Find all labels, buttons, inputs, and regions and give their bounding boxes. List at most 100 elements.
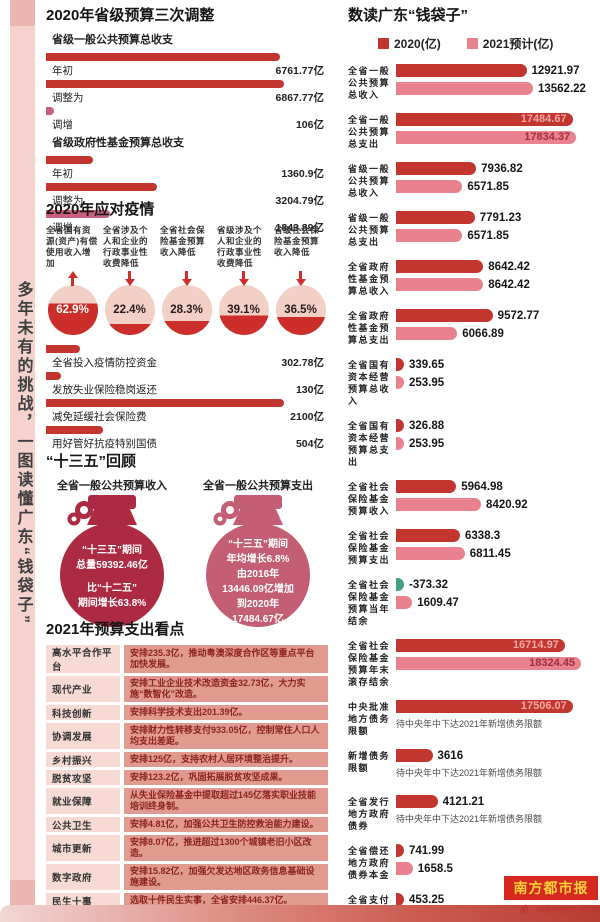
outlook-label: 脱贫攻坚: [46, 770, 120, 785]
bar-2020: [396, 480, 457, 493]
outlook-desc: 安排4.81亿，加强公共卫生防控救治能力建设。: [124, 817, 328, 832]
bar-2020: [396, 309, 493, 322]
readout-group: 全省政府性基金预算总收入 8642.42 8642.42: [348, 260, 598, 297]
readout-group-label: 全省社会保险基金预算当年结余: [348, 580, 391, 626]
readout-bar-row: 253.95: [396, 437, 598, 450]
bar-label: 调整为: [52, 92, 84, 104]
covid-circle-fill: [47, 285, 98, 335]
bar-2020: [396, 529, 461, 542]
bar-value-2021: 8642.42: [488, 278, 530, 291]
bar-value-2021: 1609.47: [417, 596, 459, 609]
readout-group-bars: 3616 待中央年中下达2021年新增债务限额: [395, 749, 598, 783]
bar-value-2020: 5964.98: [461, 480, 503, 493]
legend-swatch-2020: [378, 38, 389, 49]
bar-2021: 17834.37: [396, 131, 577, 144]
bar-value: 106亿: [295, 119, 324, 131]
readout-bar-row: 326.88: [396, 419, 598, 432]
bar-2021: [396, 862, 413, 875]
bar-label: 调整为: [52, 195, 84, 207]
bar-value-2020: 4121.21: [442, 795, 485, 808]
readout-group: 全省国有资本经营预算总支出 326.88 253.95: [348, 419, 598, 468]
chart-legend: 2020(亿) 2021预计(亿): [378, 35, 598, 52]
covid-circle-item: 省级社会保险基金预算收入降低 36.5%: [274, 225, 327, 335]
budget-bar-row: 全省投入疫情防控资金 302.78亿: [46, 345, 328, 369]
bar-2020: 17484.67: [396, 113, 573, 126]
budget-subtitle: 省级政府性基金预算总收支: [52, 137, 184, 149]
budget-bar-row: 用好管好抗疫特别国债 504亿: [46, 426, 328, 450]
bar-value-2020: 17506.07: [520, 700, 567, 712]
readout-group: 全省社会保险基金预算收入 5964.98 8420.92: [348, 480, 598, 517]
section-covid-response: 2020年应对疫情 全省国有资源(资产)有偿使用收入增加 62.9% 全省涉及个人和…: [46, 198, 328, 453]
bar-label: 发放失业保险稳岗返还: [52, 384, 157, 396]
budget-bar-row: 调整为 3204.79亿: [46, 183, 328, 207]
readout-bar-row: 17506.07: [396, 700, 598, 713]
covid-circle-label: 全省社会保险基金预算收入降低: [160, 225, 206, 257]
bar-2021: [396, 498, 482, 511]
outlook-desc: 安排财力性转移支付933.05亿，控制常住人口人均支出差距。: [124, 723, 328, 749]
bar-value-2020: 6338.3: [465, 529, 501, 542]
readout-bar-row: 4121.21: [396, 795, 598, 808]
bar-value-2020: 7791.23: [479, 211, 522, 224]
readout-group-label: 全省一般公共预算总支出: [348, 115, 391, 149]
money-bag-line: 期间增长63.8%: [77, 598, 147, 609]
brand-logo: 南方都市报 奥一网oeeee.com: [504, 876, 598, 916]
bar-2020: [396, 795, 438, 808]
legend-item: 2021预计(亿): [466, 35, 553, 52]
bar-value-2020: 12921.97: [531, 64, 580, 77]
readout-group-label: 全省政府性基金预算总支出: [348, 311, 391, 345]
side-title: 多年未有的挑战，一图读懂广东“钱袋子”: [14, 280, 32, 626]
readout-group: 省级一般公共预算总收入 7936.82 6571.85: [348, 162, 598, 199]
bar-value-2020: 3616: [437, 749, 464, 762]
bar-2020: [396, 64, 527, 77]
readout-bar-row: 12921.97: [396, 64, 598, 77]
bar-value-2021: 17834.37: [524, 131, 571, 143]
middle-column: 2020年省级预算三次调整 省级一般公共预算总收支 年初 6761.77亿 调整为 68…: [46, 0, 328, 922]
outlook-label: 公共卫生: [46, 817, 120, 832]
outlook-desc: 安排15.82亿，加强欠发达地区政务信息基础设施建设。: [124, 864, 328, 890]
readout-bar-row: 6811.45: [396, 547, 598, 560]
bar-value: 2100亿: [290, 411, 324, 423]
money-bag-shape: “十三五”期间 总量59392.46亿 比“十二五” 期间增长63.8%: [46, 495, 178, 627]
readout-group-label: 省级一般公共预算总收入: [348, 164, 391, 198]
readout-group-label: 全省政府性基金预算总收入: [348, 262, 391, 296]
bar-2020: [396, 419, 404, 432]
bar-2021: [396, 596, 413, 609]
bar-2021: [396, 82, 533, 95]
readout-group-bars: 5964.98 8420.92: [395, 480, 598, 517]
outlook-desc: 安排123.2亿，巩固拓展脱贫攻坚成果。: [124, 770, 328, 785]
money-bag-header: 全省一般公共预算收入: [57, 480, 167, 492]
down-arrow-icon: [124, 271, 135, 286]
section-title-readout: 数读广东“钱袋子”: [348, 7, 469, 24]
readout-bar-row: 1658.5: [396, 862, 598, 875]
money-bag-text: “十三五”期间 年均增长6.8% 由2016年 13446.09亿增加 到2020年 17…: [200, 537, 316, 627]
section-13th-fiveyear-review: “十三五”回顾 全省一般公共预算收入 “十三五”期间 总量59392.46亿 比“十二…: [46, 450, 328, 627]
bar-value: 6761.77亿: [275, 65, 324, 77]
readout-group: 中央批准地方债务限额 17506.07 待中央年中下达2021年新增债务限额: [348, 700, 598, 737]
readout-group: 省级一般公共预算总支出 7791.23 6571.85: [348, 211, 598, 248]
readout-group-label: 全省社会保险基金预算收入: [348, 482, 391, 516]
bar-value-2021: 1658.5: [417, 862, 453, 875]
budget-bar: [46, 53, 281, 61]
readout-bar-row: 8642.42: [396, 278, 598, 291]
bar-value-2021: 253.95: [409, 437, 445, 450]
percent-label: 39.1%: [227, 304, 260, 316]
readout-bar-row: 6338.3: [396, 529, 598, 542]
bar-value-2020: 8642.42: [488, 260, 530, 273]
outlook-label: 民生十事: [46, 893, 120, 908]
readout-group: 全省社会保险基金预算支出 6338.3 6811.45: [348, 529, 598, 566]
bar-value-2021: 6571.85: [467, 229, 509, 242]
readout-bar-row: 6571.85: [396, 180, 598, 193]
readout-bar-row: 1609.47: [396, 596, 598, 609]
deferred-note: 待中央年中下达2021年新增债务限额: [396, 768, 543, 778]
outlook-desc: 选取十件民生实事，全省安排446.37亿。: [124, 893, 328, 908]
covid-circles: 全省国有资源(资产)有偿使用收入增加 62.9% 全省涉及个人和企业的行政事业性收费…: [46, 225, 328, 335]
readout-group: 全省社会保险基金预算当年结余 -373.32 1609.47: [348, 578, 598, 627]
outlook-label: 高水平合作平台: [46, 645, 120, 673]
budget-bar-row: 年初 1360.9亿: [46, 156, 328, 180]
readout-group-bars: 12921.97 13562.22: [395, 64, 598, 101]
readout-bar-row: 253.95: [396, 376, 598, 389]
readout-group: 全省政府性基金预算总支出 9572.77 6066.89: [348, 309, 598, 346]
budget-bar-row: 发放失业保险稳岗返还 130亿: [46, 372, 328, 396]
bar-value-2020: 9572.77: [497, 309, 540, 322]
readout-group-bars: 8642.42 8642.42: [395, 260, 598, 297]
